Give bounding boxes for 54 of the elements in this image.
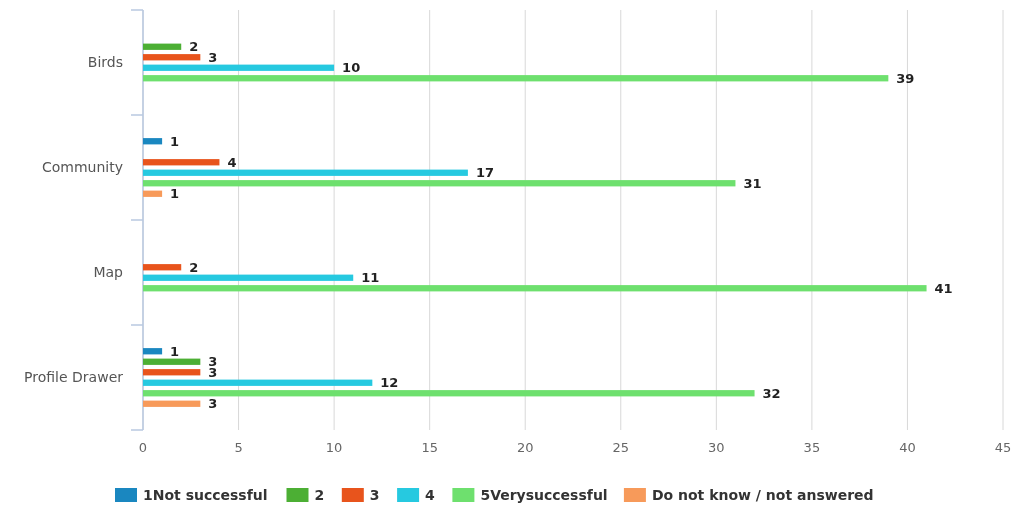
y-tick-label: Birds <box>87 54 123 71</box>
x-tick-label: 40 <box>899 440 916 455</box>
bar <box>143 285 927 292</box>
bar <box>143 369 201 376</box>
x-tick-label: 15 <box>421 440 438 455</box>
bar <box>143 390 755 397</box>
data-label: 1 <box>170 186 180 202</box>
legend-label: 2 <box>314 487 325 504</box>
data-label: 39 <box>896 70 915 86</box>
data-label: 2 <box>189 39 199 55</box>
data-label: 32 <box>762 385 781 401</box>
data-label: 2 <box>189 259 199 275</box>
x-tick-label: 35 <box>803 440 821 455</box>
bar <box>143 138 163 145</box>
x-tick-label: 45 <box>994 440 1012 455</box>
data-label: 31 <box>743 175 762 191</box>
x-tick-label: 0 <box>138 440 148 455</box>
legend-label: 4 <box>425 487 436 504</box>
data-label: 3 <box>208 49 218 65</box>
bar <box>143 379 373 386</box>
bar <box>143 264 182 271</box>
data-label: 1 <box>170 343 180 359</box>
x-tick-label: 25 <box>612 440 630 455</box>
x-tick-label: 10 <box>325 440 343 455</box>
legend-label: 3 <box>369 487 380 504</box>
data-label: 3 <box>208 396 218 412</box>
x-tick-label: 5 <box>234 440 243 455</box>
legend-label: 5Verysuccessful <box>480 487 608 504</box>
bar <box>143 64 335 71</box>
bar <box>143 75 889 82</box>
data-label: 10 <box>342 60 361 76</box>
data-label: 17 <box>475 165 494 181</box>
data-label: 4 <box>227 154 237 170</box>
x-tick-label: 20 <box>516 440 534 455</box>
bar <box>143 358 201 365</box>
bar <box>143 190 163 197</box>
y-tick-label: Community <box>41 159 123 176</box>
x-tick-label: 30 <box>708 440 725 455</box>
bar <box>143 54 201 61</box>
bar <box>143 400 201 407</box>
bar <box>143 159 220 166</box>
bar <box>143 169 468 176</box>
legend-label: 1Not successful <box>143 487 268 504</box>
y-tick-label: Profile Drawer <box>24 369 124 386</box>
data-label: 12 <box>380 375 399 391</box>
data-label: 41 <box>934 280 953 296</box>
bar <box>143 43 182 50</box>
data-label: 11 <box>361 270 380 286</box>
bar <box>143 348 163 355</box>
bar <box>143 180 736 187</box>
legend-label: Do not know / not answered <box>651 487 874 504</box>
y-tick-label: Map <box>93 264 124 281</box>
bar <box>143 274 354 281</box>
data-label: 1 <box>170 133 180 149</box>
